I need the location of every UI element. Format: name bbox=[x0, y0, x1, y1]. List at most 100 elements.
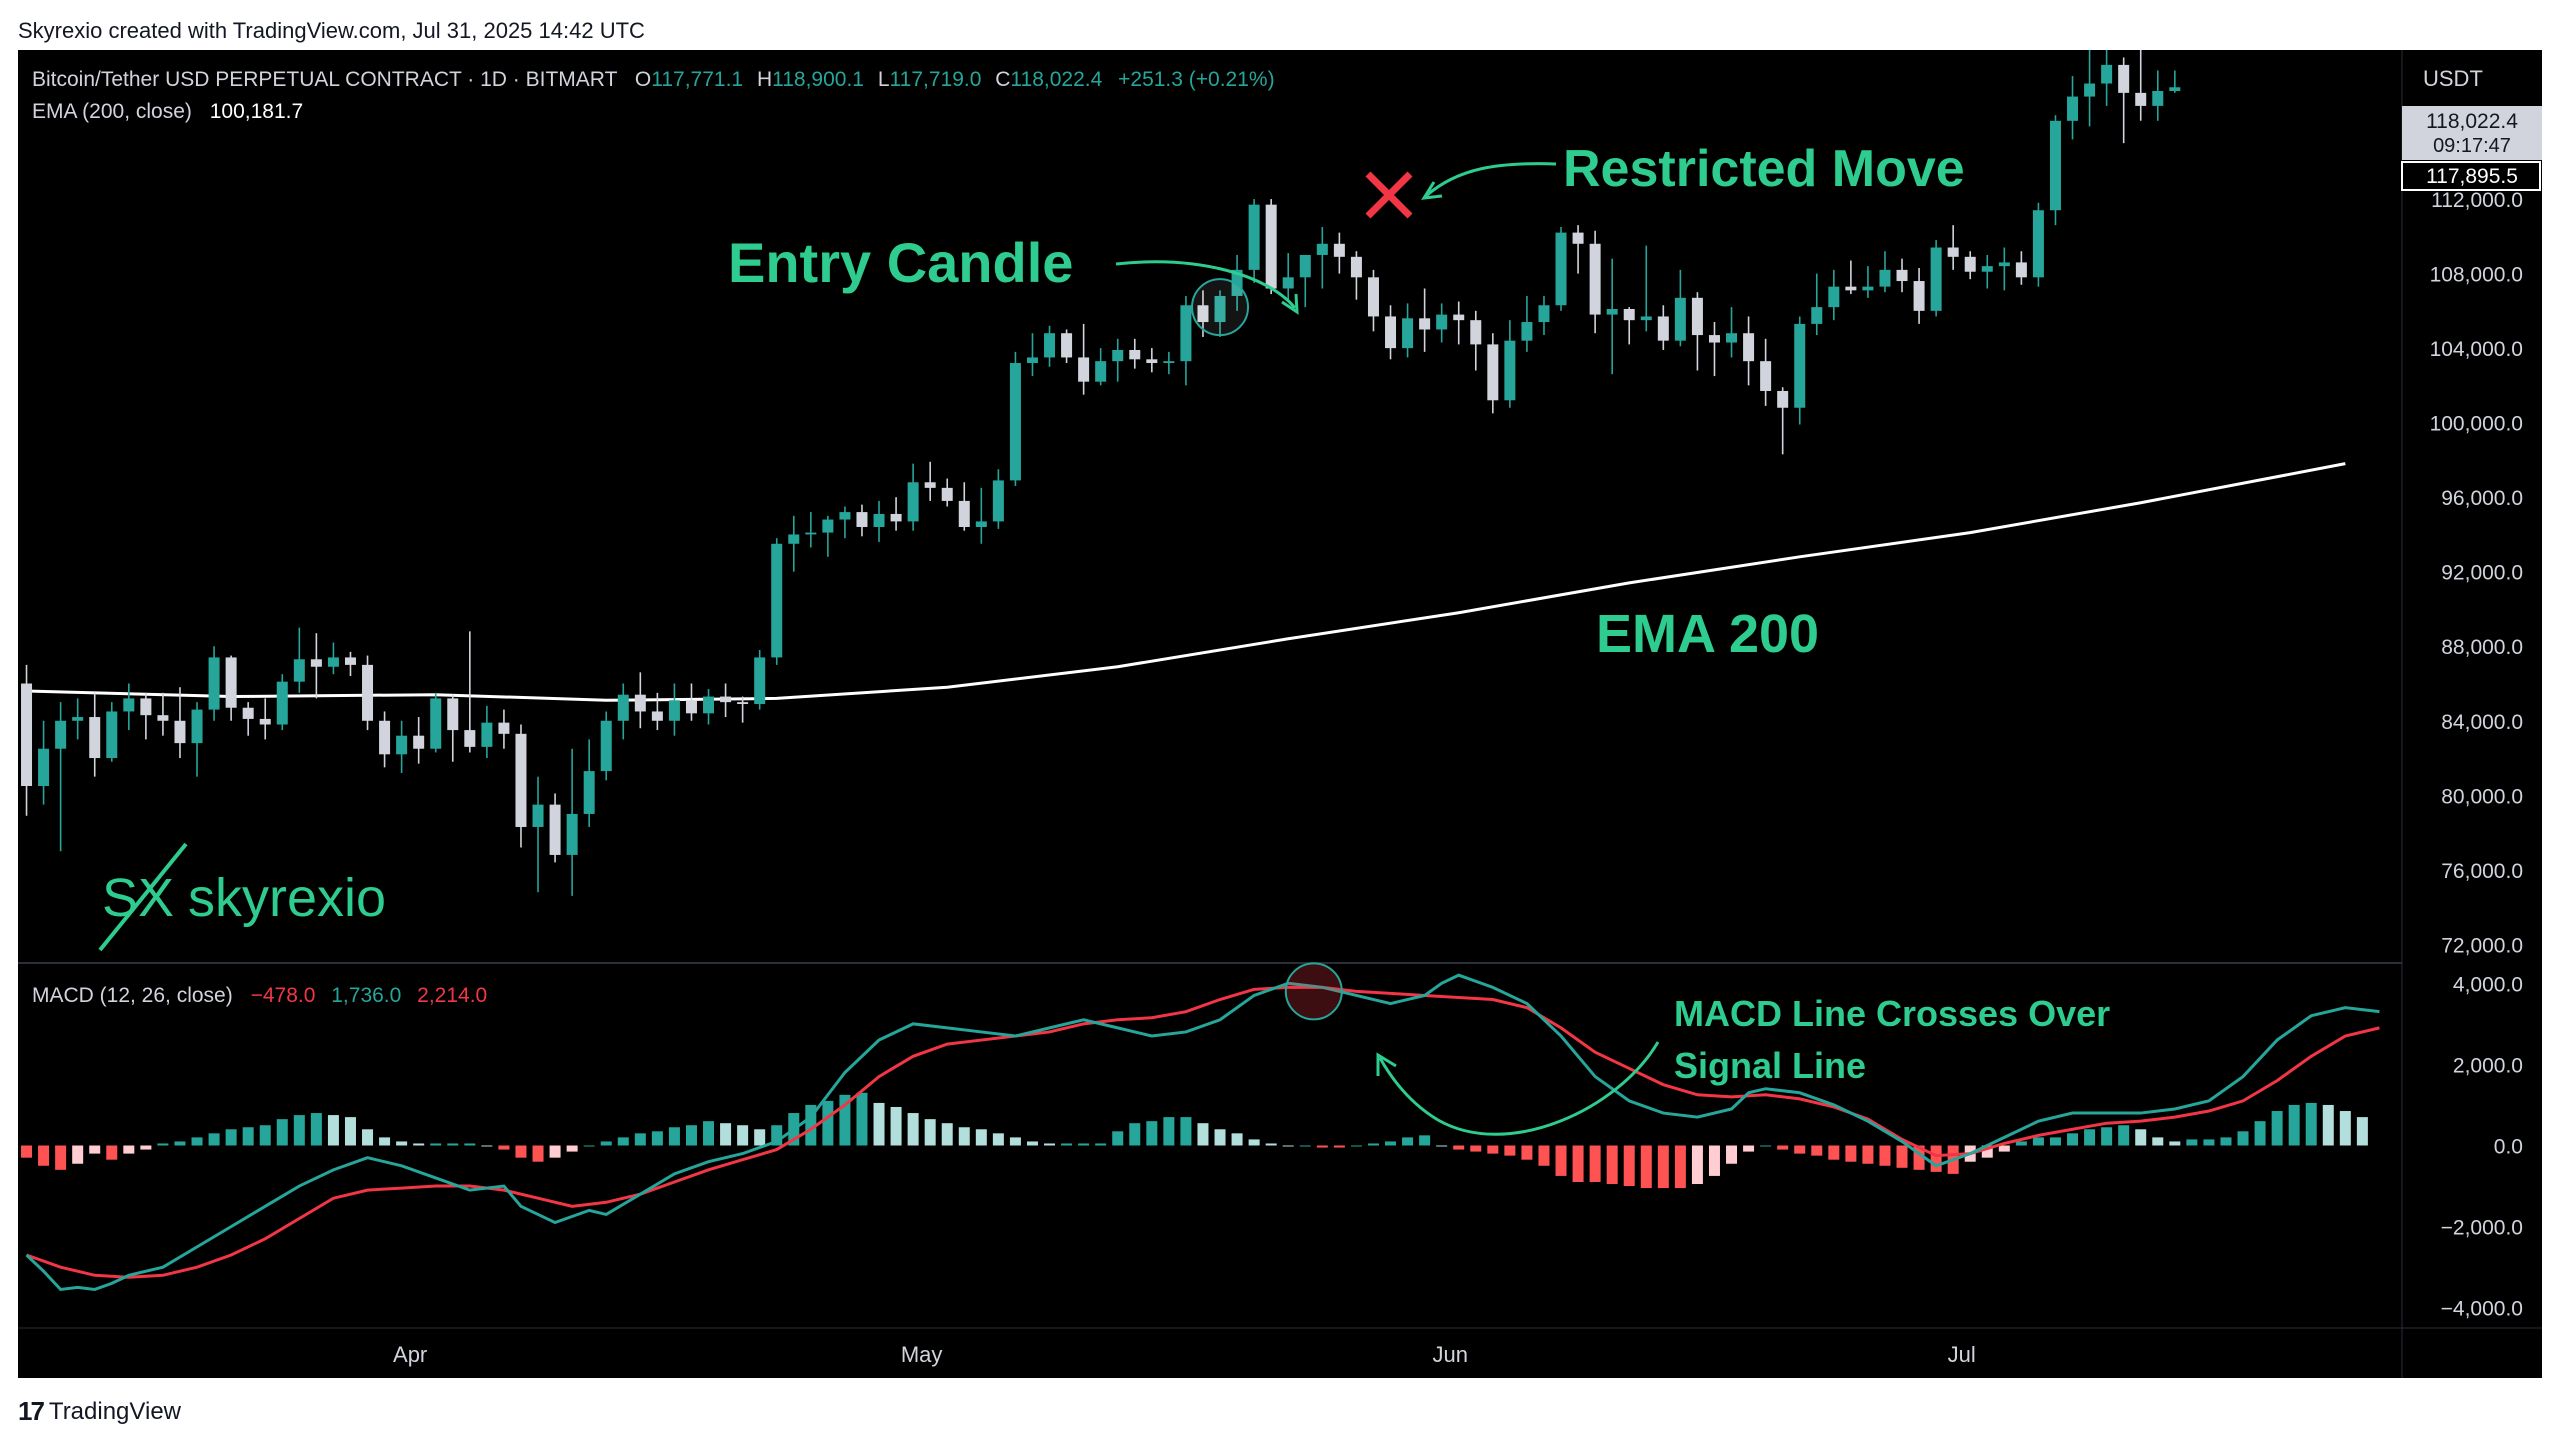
macd-hist-bar bbox=[805, 1104, 817, 1146]
price-tick-label: 112,000.0 bbox=[2431, 189, 2523, 212]
close-value: 118,022.4 bbox=[1010, 68, 1102, 91]
candle-body bbox=[1061, 333, 1073, 358]
countdown-value: 09:17:47 bbox=[2433, 135, 2511, 157]
macd-hist-bar bbox=[839, 1094, 851, 1146]
macd-cross-circle bbox=[1284, 962, 1343, 1021]
price-axis[interactable]: 112,000.0 108,000.0 104,000.0 100,000.0 96,0… bbox=[2430, 189, 2523, 957]
macd-cross-label-line2: Signal Line bbox=[1674, 1045, 1866, 1086]
candle bbox=[975, 487, 987, 544]
high-label: H bbox=[757, 68, 772, 91]
currency-badge[interactable]: USDT bbox=[2423, 66, 2483, 91]
candle bbox=[327, 642, 339, 675]
macd-hist-bar bbox=[1316, 1145, 1328, 1148]
candle bbox=[208, 646, 220, 721]
macd-hist-bar bbox=[106, 1145, 118, 1160]
candle-body bbox=[1640, 316, 1652, 321]
price-tick-label: 88,000.0 bbox=[2441, 636, 2523, 659]
candle bbox=[788, 515, 800, 572]
macd-hist-bar bbox=[2254, 1121, 2266, 1146]
time-axis[interactable]: Apr May Jun Jul bbox=[393, 1342, 1976, 1367]
candle bbox=[379, 711, 391, 768]
candle-body bbox=[1265, 204, 1277, 289]
candle-body bbox=[430, 698, 442, 749]
candle bbox=[310, 633, 322, 699]
candle-body bbox=[1947, 247, 1959, 257]
candle-body bbox=[1095, 361, 1107, 382]
candle-body bbox=[1674, 297, 1686, 341]
candle bbox=[157, 692, 169, 736]
candle bbox=[2067, 76, 2079, 140]
macd-hist-bar bbox=[2032, 1137, 2044, 1146]
candle-body bbox=[2049, 120, 2061, 211]
macd-hist-bar bbox=[498, 1145, 510, 1150]
candle-body bbox=[55, 720, 67, 749]
candle bbox=[1896, 258, 1908, 293]
macd-hist-bar bbox=[754, 1129, 766, 1146]
candle bbox=[515, 724, 527, 848]
macd-hist-bar bbox=[1777, 1145, 1789, 1150]
candle-body bbox=[720, 696, 732, 703]
macd-hist-bar bbox=[1385, 1141, 1397, 1146]
candle bbox=[1367, 269, 1379, 332]
macd-axis[interactable]: 4,000.0 2,000.0 0.0 −2,000.0 −4,000.0 bbox=[2441, 973, 2523, 1320]
candle bbox=[1044, 325, 1056, 367]
macd-hist-bar bbox=[2101, 1127, 2113, 1146]
macd-hist-bar bbox=[822, 1100, 834, 1146]
candle bbox=[1828, 269, 1840, 321]
candle bbox=[1674, 269, 1686, 347]
macd-hist-bar bbox=[1708, 1145, 1720, 1176]
macd-hist-bar bbox=[1026, 1141, 1038, 1146]
candle bbox=[464, 631, 476, 753]
candle-body bbox=[1026, 357, 1038, 364]
macd-hist-bar bbox=[1180, 1117, 1192, 1146]
macd-hist-bar bbox=[123, 1145, 135, 1154]
restricted-move-arrow bbox=[1425, 162, 1557, 198]
candle bbox=[1265, 199, 1277, 295]
candle-body bbox=[1691, 297, 1703, 336]
tradingview-brand[interactable]: 17 TradingView bbox=[18, 1396, 181, 1427]
macd-hist-bar bbox=[55, 1145, 67, 1170]
candle bbox=[617, 683, 629, 740]
macd-hist-bar bbox=[2203, 1139, 2215, 1146]
candle bbox=[1026, 333, 1038, 377]
candle-body bbox=[1282, 277, 1294, 289]
candle-body bbox=[924, 482, 936, 488]
macd-tick-label: −2,000.0 bbox=[2441, 1217, 2523, 1240]
candle bbox=[242, 702, 254, 736]
candle bbox=[55, 702, 67, 852]
macd-hist-bar bbox=[1129, 1123, 1141, 1146]
candle-body bbox=[1828, 286, 1840, 308]
candle-body bbox=[1470, 320, 1482, 345]
time-tick-label: Jun bbox=[1432, 1342, 1467, 1367]
macd-cross-label-line1: MACD Line Crosses Over bbox=[1674, 993, 2110, 1034]
macd-hist-bar bbox=[992, 1133, 1004, 1146]
candle bbox=[1691, 292, 1703, 371]
macd-hist-bar bbox=[1538, 1145, 1550, 1166]
candle-body bbox=[225, 657, 237, 708]
candle bbox=[1129, 338, 1141, 369]
candle-body bbox=[2135, 92, 2147, 106]
ema-legend[interactable]: EMA (200, close) 100,181.7 bbox=[32, 100, 303, 123]
macd-hist-bar bbox=[2067, 1133, 2079, 1146]
candle bbox=[1862, 266, 1874, 298]
candle bbox=[72, 698, 84, 740]
candle bbox=[413, 717, 425, 764]
candle-body bbox=[1845, 286, 1857, 291]
macd-hist-bar bbox=[140, 1145, 152, 1150]
macd-hist-bar bbox=[907, 1113, 919, 1146]
candle bbox=[1299, 254, 1311, 308]
candle bbox=[174, 687, 186, 759]
candle bbox=[822, 515, 834, 557]
candle bbox=[447, 694, 459, 762]
price-legend[interactable]: Bitcoin/Tether USD PERPETUAL CONTRACT · … bbox=[32, 68, 1275, 91]
macd-hist-bar bbox=[1691, 1145, 1703, 1185]
candle bbox=[1964, 251, 1976, 280]
macd-legend[interactable]: MACD (12, 26, close) −478.0 1,736.0 2,21… bbox=[32, 984, 487, 1007]
candle-body bbox=[1708, 335, 1720, 343]
candle-body bbox=[668, 700, 680, 721]
candle-body bbox=[447, 698, 459, 731]
price-tick-label: 92,000.0 bbox=[2441, 562, 2523, 585]
candle-body bbox=[1316, 243, 1328, 255]
candle bbox=[293, 627, 305, 693]
chart-area[interactable]: 112,000.0 108,000.0 104,000.0 100,000.0 96,0… bbox=[18, 50, 2542, 1378]
